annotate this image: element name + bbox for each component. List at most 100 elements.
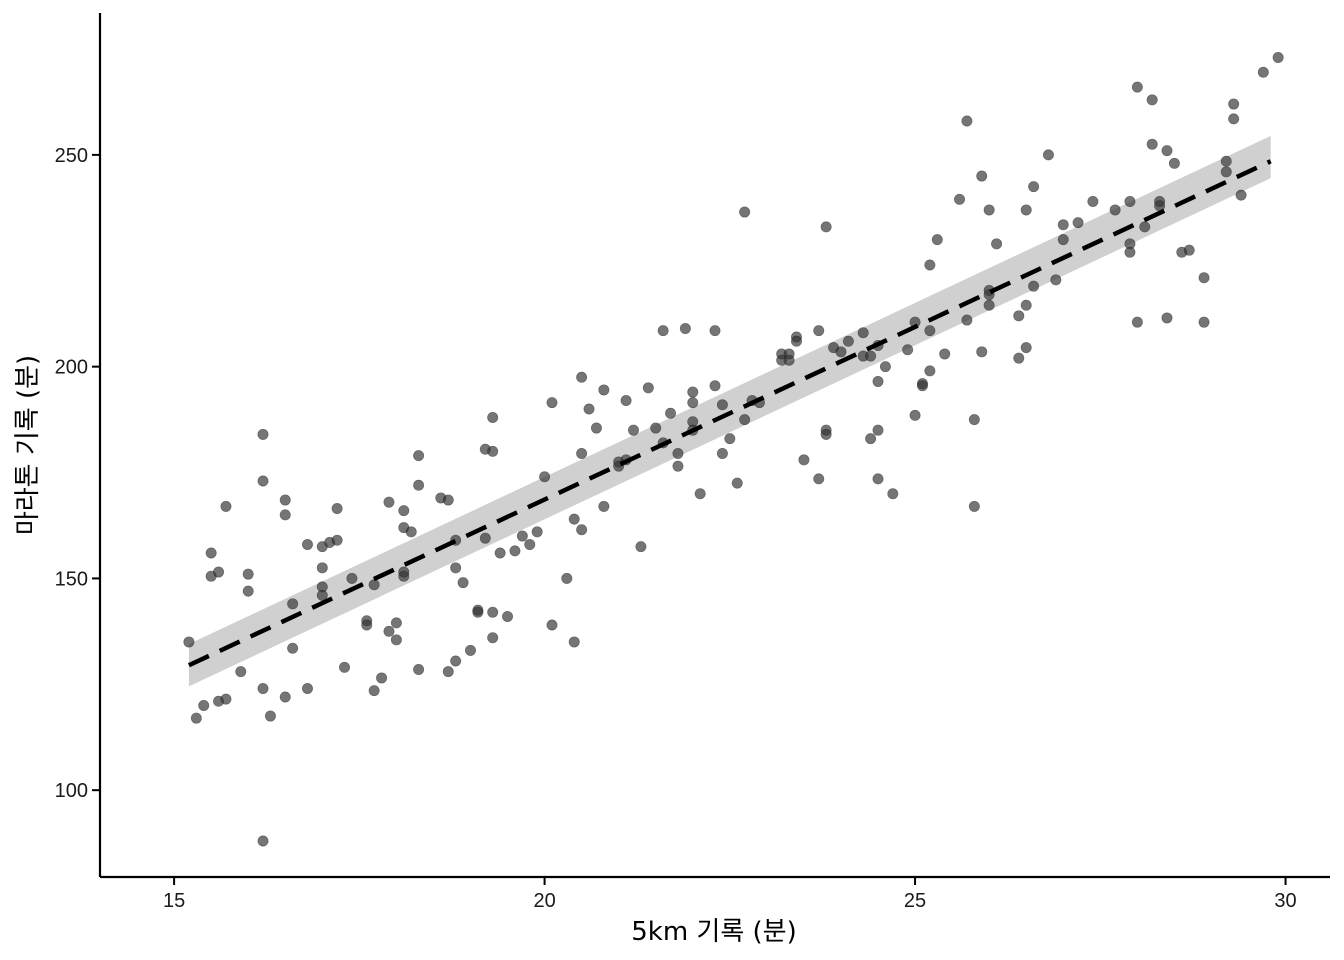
data-point: [813, 473, 825, 485]
data-point: [442, 666, 454, 678]
data-point: [1020, 299, 1032, 311]
data-point: [450, 655, 462, 667]
data-point: [791, 335, 803, 347]
data-point: [739, 414, 751, 426]
data-point: [924, 259, 936, 271]
data-point: [1228, 98, 1240, 110]
data-point: [909, 409, 921, 421]
data-point: [383, 496, 395, 508]
x-tick-label: 15: [163, 890, 185, 912]
data-point: [820, 221, 832, 233]
y-axis-title: 마라톤 기록 (분): [13, 355, 43, 535]
data-point: [502, 611, 514, 623]
data-point: [865, 350, 877, 362]
data-point: [576, 371, 588, 383]
data-point: [872, 424, 884, 436]
x-tick-label: 30: [1274, 890, 1296, 912]
data-point: [242, 585, 254, 597]
data-point: [390, 634, 402, 646]
y-tick-label: 200: [55, 357, 88, 379]
data-point: [487, 445, 499, 457]
data-point: [1220, 155, 1232, 167]
data-point: [842, 335, 854, 347]
data-point: [968, 414, 980, 426]
data-point: [568, 636, 580, 648]
data-point: [1198, 316, 1210, 328]
data-point: [731, 477, 743, 489]
data-point: [464, 644, 476, 656]
data-point: [687, 386, 699, 398]
data-point: [1257, 66, 1269, 78]
data-point: [472, 606, 484, 618]
data-point: [205, 547, 217, 559]
data-point: [1013, 352, 1025, 364]
data-point: [865, 433, 877, 445]
data-point: [887, 488, 899, 500]
data-point: [235, 666, 247, 678]
data-point: [924, 325, 936, 337]
data-point: [576, 524, 588, 536]
data-point: [405, 526, 417, 538]
data-point: [709, 380, 721, 392]
data-point: [627, 424, 639, 436]
data-point: [487, 632, 499, 644]
data-point: [1161, 145, 1173, 157]
data-point: [813, 325, 825, 337]
data-point: [450, 562, 462, 574]
axes-layer: [98, 13, 1330, 879]
data-point: [546, 397, 558, 409]
data-point: [991, 238, 1003, 250]
x-tick-label: 25: [904, 890, 926, 912]
ticks-layer: 15 20 25 30 100 150 200 250: [55, 145, 1297, 912]
data-point: [242, 568, 254, 580]
data-point: [961, 314, 973, 326]
data-point: [1161, 312, 1173, 324]
data-point: [672, 447, 684, 459]
data-point: [287, 642, 299, 654]
data-point: [1220, 166, 1232, 178]
data-point: [672, 460, 684, 472]
data-point: [968, 500, 980, 512]
data-point: [413, 450, 425, 462]
data-point: [902, 344, 914, 356]
data-point: [820, 428, 832, 440]
data-point: [716, 399, 728, 411]
data-point: [961, 115, 973, 127]
data-point: [568, 513, 580, 525]
data-point: [183, 636, 195, 648]
trend-line: [187, 159, 1272, 668]
data-point: [583, 403, 595, 415]
data-point: [220, 693, 232, 705]
data-point: [1168, 157, 1180, 169]
data-point: [509, 545, 521, 557]
data-point: [257, 428, 269, 440]
data-point: [487, 411, 499, 423]
data-point: [857, 327, 869, 339]
data-point: [694, 488, 706, 500]
data-point: [598, 384, 610, 396]
data-point: [383, 625, 395, 637]
data-point: [361, 619, 373, 631]
data-point: [642, 382, 654, 394]
data-point: [1235, 189, 1247, 201]
data-point: [257, 475, 269, 487]
data-point: [1139, 221, 1151, 233]
data-point: [316, 589, 328, 601]
data-point: [398, 505, 410, 517]
x-axis-title: 5km 기록 (분): [631, 917, 797, 947]
data-point: [1124, 195, 1136, 207]
data-point: [590, 422, 602, 434]
data-point: [1109, 204, 1121, 216]
data-point: [879, 361, 891, 373]
data-point: [976, 346, 988, 358]
data-point: [1146, 138, 1158, 150]
data-point: [872, 473, 884, 485]
data-point: [198, 699, 210, 711]
data-point: [620, 395, 632, 407]
data-point: [1272, 51, 1284, 63]
data-point: [931, 234, 943, 246]
y-tick-label: 100: [55, 780, 88, 802]
data-point: [398, 570, 410, 582]
data-point: [368, 685, 380, 697]
